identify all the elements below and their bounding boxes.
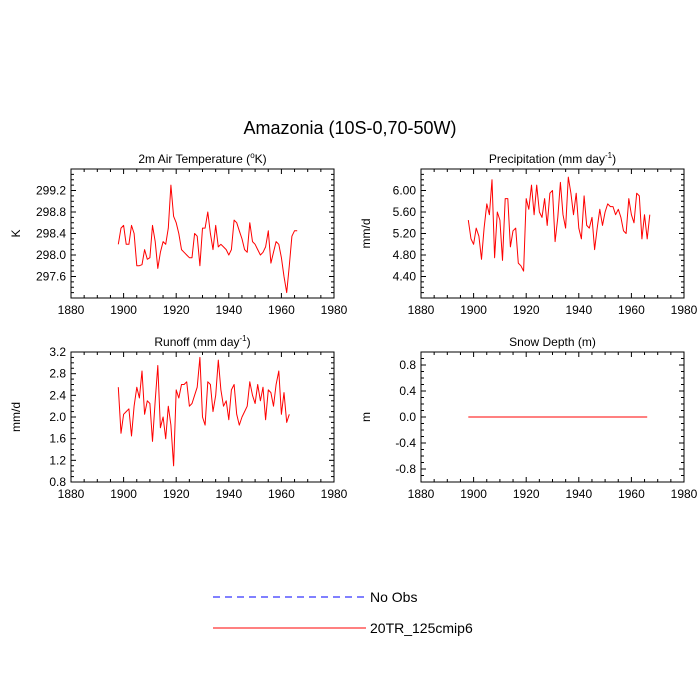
- x-tick-label: 1940: [565, 487, 592, 501]
- series-line-20tr-125cmip6: [117, 184, 298, 294]
- x-tick-label: 1900: [460, 303, 487, 317]
- y-tick-label: 2.0: [49, 410, 66, 424]
- legend-20tr-label: 20TR_125cmip6: [370, 620, 473, 636]
- x-tick-label: 1900: [110, 487, 137, 501]
- panel-title: Precipitation (mm day-1): [489, 151, 616, 166]
- y-tick-label: 5.60: [393, 205, 417, 219]
- x-tick-label: 1940: [215, 303, 242, 317]
- x-tick-label: 1920: [163, 487, 190, 501]
- x-tick-label: 1980: [671, 487, 698, 501]
- x-tick-label: 1900: [110, 303, 137, 317]
- x-tick-label: 1960: [618, 303, 645, 317]
- panels-group: 2m Air Temperature (oK) K 1880 1900 1920 1940…: [9, 151, 698, 501]
- panel-title-tail: K): [255, 152, 267, 166]
- series-line-20tr-125cmip6: [467, 176, 651, 272]
- y-tick-label: 1.6: [49, 432, 66, 446]
- y-tick-label: -0.8: [395, 462, 416, 476]
- x-tick-label: 1880: [408, 487, 435, 501]
- panel-runoff: Runoff (mm day-1) mm/d 1880 1900 1920 1940 196…: [9, 334, 348, 501]
- y-tick-label: 0.8: [399, 358, 416, 372]
- panel-title-text: Snow Depth (m): [509, 335, 596, 349]
- x-tick-label: 1920: [513, 487, 540, 501]
- y-tick-label: 3.2: [49, 345, 66, 359]
- panel-title-sup: -1: [240, 334, 248, 343]
- x-tick-label: 1880: [58, 303, 85, 317]
- panel-title: Snow Depth (m): [509, 335, 596, 349]
- y-tick-label: 0.8: [49, 475, 66, 489]
- y-tick-label: 1.2: [49, 453, 66, 467]
- x-tick-label: 1980: [321, 487, 348, 501]
- panel-title-sup: o: [250, 151, 255, 160]
- legend-no-obs-label: No Obs: [370, 589, 417, 605]
- y-axis-label: K: [9, 229, 23, 237]
- x-tick-label: 1960: [268, 303, 295, 317]
- x-tick-label: 1980: [321, 303, 348, 317]
- panel-title-tail: ): [247, 335, 251, 349]
- legend: No Obs 20TR_125cmip6: [213, 589, 473, 636]
- panel-title: Runoff (mm day-1): [154, 334, 250, 349]
- y-tick-label: 0.4: [399, 384, 416, 398]
- x-tick-label: 1940: [565, 303, 592, 317]
- y-tick-label: 298.0: [36, 248, 66, 262]
- y-tick-label: 298.4: [36, 227, 66, 241]
- panel-title-sup: -1: [605, 151, 613, 160]
- x-tick-label: 1940: [215, 487, 242, 501]
- y-tick-label: 298.8: [36, 205, 66, 219]
- x-tick-label: 1920: [513, 303, 540, 317]
- panel-precipitation: Precipitation (mm day-1) mm/d 1880 1900 1920…: [359, 151, 698, 317]
- x-tick-label: 1900: [460, 487, 487, 501]
- x-tick-label: 1960: [268, 487, 295, 501]
- panel-title-text: Precipitation (mm day: [489, 152, 605, 166]
- y-tick-label: 4.80: [393, 248, 417, 262]
- y-tick-label: 299.2: [36, 184, 66, 198]
- plot-frame: [420, 168, 685, 299]
- x-tick-label: 1880: [58, 487, 85, 501]
- y-tick-label: 297.6: [36, 270, 66, 284]
- x-tick-label: 1960: [618, 487, 645, 501]
- y-tick-label: 0.0: [399, 410, 416, 424]
- y-tick-label: 5.20: [393, 227, 417, 241]
- x-tick-label: 1880: [408, 303, 435, 317]
- panel-title-text: Runoff (mm day: [154, 335, 239, 349]
- series-line-20tr-125cmip6: [117, 356, 290, 467]
- panel-title: 2m Air Temperature (oK): [138, 151, 266, 166]
- panel-title-tail: ): [612, 152, 616, 166]
- x-tick-label: 1980: [671, 303, 698, 317]
- figure-title: Amazonia (10S-0,70-50W): [243, 118, 456, 138]
- y-tick-label: 2.8: [49, 367, 66, 381]
- x-tick-label: 1920: [163, 303, 190, 317]
- y-axis-label: mm/d: [9, 402, 23, 432]
- y-tick-label: 4.40: [393, 270, 417, 284]
- y-axis-label: m: [359, 412, 373, 422]
- y-tick-label: 2.4: [49, 388, 66, 402]
- y-tick-label: 6.00: [393, 184, 417, 198]
- panel-snow-depth: Snow Depth (m) m 1880 1900 1920 1940 1960 1980 -…: [359, 335, 698, 501]
- y-tick-label: -0.4: [395, 436, 416, 450]
- y-axis-label: mm/d: [359, 219, 373, 249]
- panel-temperature: 2m Air Temperature (oK) K 1880 1900 1920 1940…: [9, 151, 348, 317]
- panel-title-text: 2m Air Temperature (: [138, 152, 250, 166]
